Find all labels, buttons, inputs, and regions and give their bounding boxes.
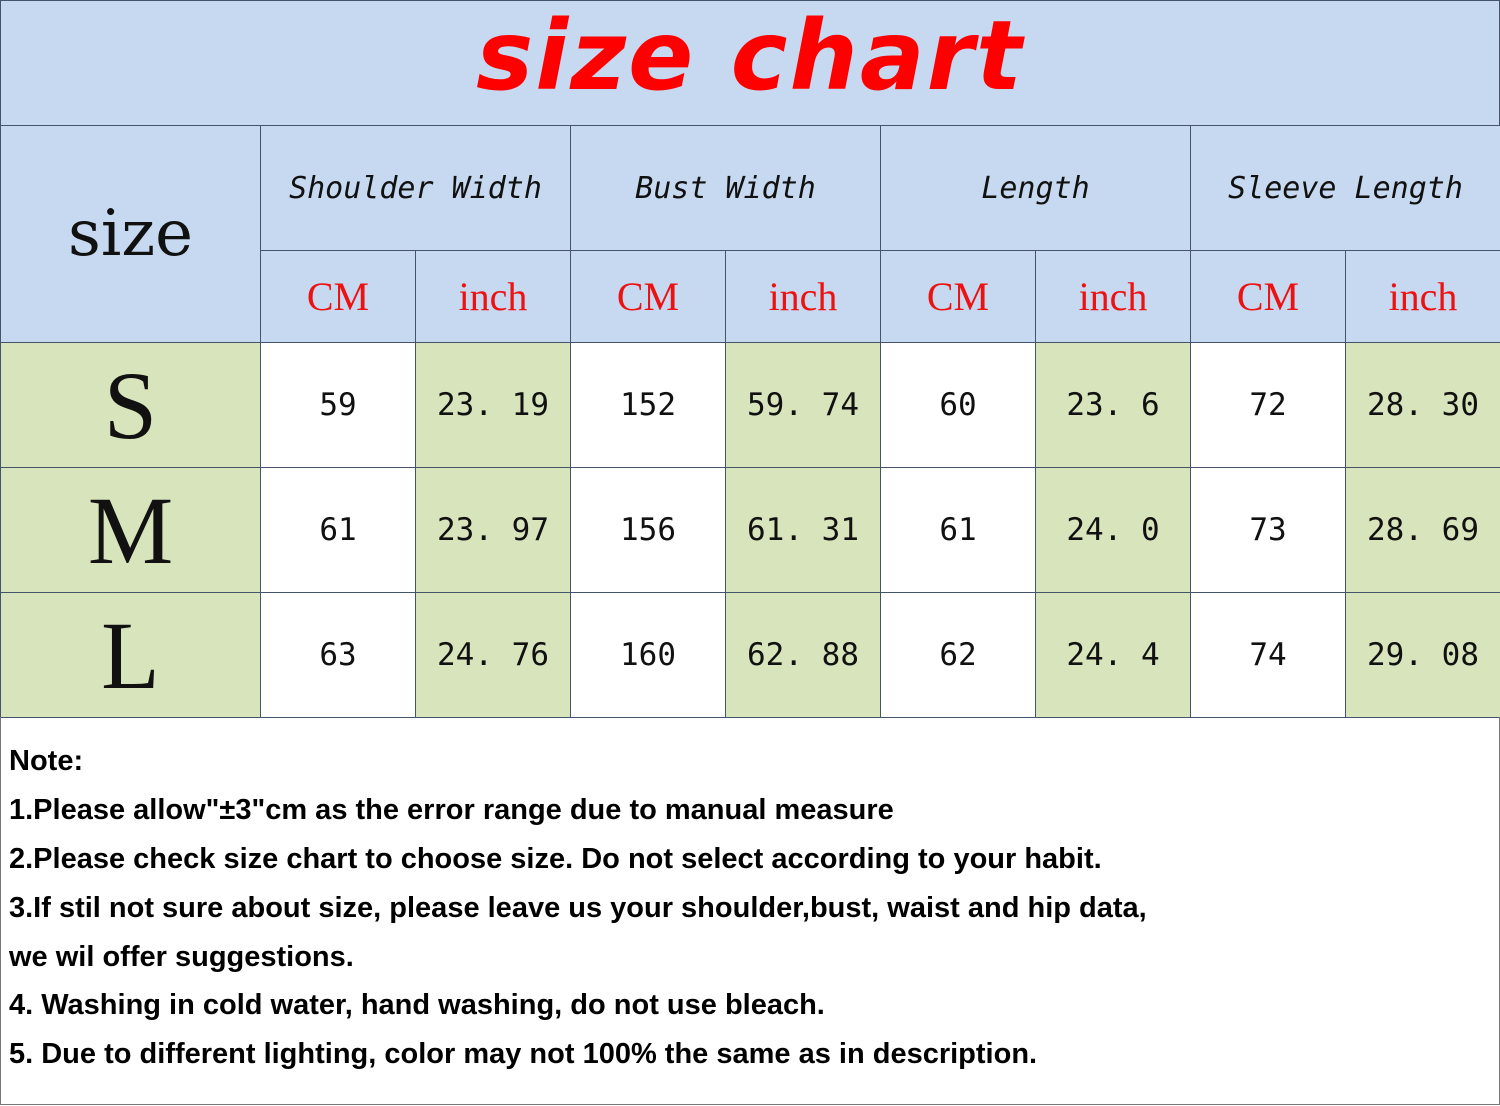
cm-value: 160: [570, 592, 726, 718]
chart-title-bar: size chart: [0, 0, 1500, 125]
inch-value: 61. 31: [725, 467, 881, 593]
unit-header-inch: inch: [725, 250, 881, 343]
cm-value: 59: [260, 342, 416, 468]
inch-value: 28. 30: [1345, 342, 1500, 468]
cm-value: 74: [1190, 592, 1346, 718]
note-line: we wil offer suggestions.: [9, 941, 354, 973]
size-column-header: size: [0, 125, 261, 343]
inch-value: 28. 69: [1345, 467, 1500, 593]
unit-header-inch: inch: [415, 250, 571, 343]
cm-value: 62: [880, 592, 1036, 718]
inch-value: 29. 08: [1345, 592, 1500, 718]
inch-value: 23. 6: [1035, 342, 1191, 468]
unit-header-cm: CM: [570, 250, 726, 343]
cm-value: 61: [260, 467, 416, 593]
table-row: M 61 23. 97 156 61. 31 61 24. 0 73 28. 69: [0, 467, 1500, 593]
table-row: S 59 23. 19 152 59. 74 60 23. 6 72 28. 30: [0, 342, 1500, 468]
unit-header-cm: CM: [1190, 250, 1346, 343]
cm-value: 73: [1190, 467, 1346, 593]
unit-header-cm: CM: [880, 250, 1036, 343]
inch-value: 23. 97: [415, 467, 571, 593]
note-line: 2.Please check size chart to choose size…: [9, 843, 1102, 875]
note-line: 5. Due to different lighting, color may …: [9, 1038, 1038, 1070]
note-line: 1.Please allow"±3"cm as the error range …: [9, 794, 894, 826]
note-line: 4. Washing in cold water, hand washing, …: [9, 989, 825, 1021]
size-label: L: [0, 592, 261, 718]
notes-heading: Note:: [9, 745, 84, 777]
inch-value: 24. 4: [1035, 592, 1191, 718]
table-row: L 63 24. 76 160 62. 88 62 24. 4 74 29. 08: [0, 592, 1500, 718]
header-bust-width: Bust Width: [570, 125, 881, 251]
header-length: Length: [880, 125, 1191, 251]
size-label: S: [0, 342, 261, 468]
inch-value: 59. 74: [725, 342, 881, 468]
header-sleeve-length: Sleeve Length: [1190, 125, 1500, 251]
size-table: size Shoulder Width Bust Width Length Sl…: [0, 125, 1500, 718]
cm-value: 72: [1190, 342, 1346, 468]
note-line: 3.If stil not sure about size, please le…: [9, 892, 1147, 924]
cm-value: 61: [880, 467, 1036, 593]
cm-value: 63: [260, 592, 416, 718]
unit-header-inch: inch: [1035, 250, 1191, 343]
chart-title: size chart: [476, 0, 1024, 112]
inch-value: 23. 19: [415, 342, 571, 468]
header-shoulder-width: Shoulder Width: [260, 125, 571, 251]
inch-value: 24. 76: [415, 592, 571, 718]
unit-header-inch: inch: [1345, 250, 1500, 343]
cm-value: 60: [880, 342, 1036, 468]
inch-value: 24. 0: [1035, 467, 1191, 593]
inch-value: 62. 88: [725, 592, 881, 718]
size-label: M: [0, 467, 261, 593]
notes-section: Note: 1.Please allow"±3"cm as the error …: [0, 717, 1500, 1105]
unit-header-cm: CM: [260, 250, 416, 343]
cm-value: 152: [570, 342, 726, 468]
cm-value: 156: [570, 467, 726, 593]
